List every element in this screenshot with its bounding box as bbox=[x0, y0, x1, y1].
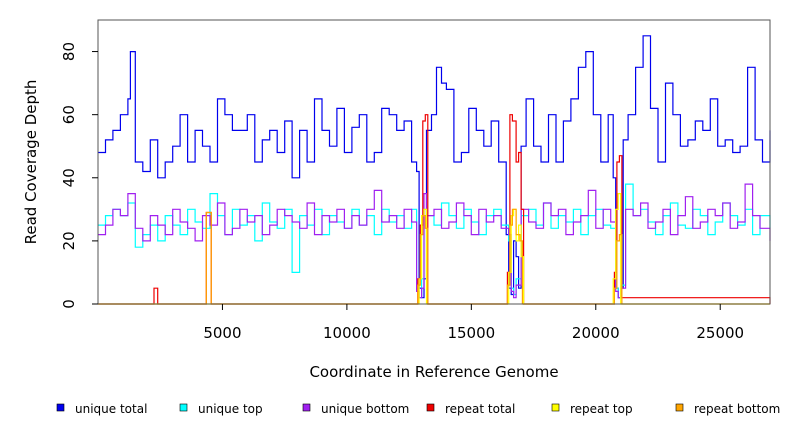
legend: unique total unique top unique bottom repea… bbox=[56, 402, 780, 416]
x-axis-ticks: 5000 10000 15000 20000 25000 bbox=[203, 304, 744, 342]
plot-frame bbox=[97, 19, 771, 305]
series-line-unique-total bbox=[98, 35, 771, 299]
series-line-unique-bottom bbox=[98, 183, 771, 299]
legend-item-unique-total: unique total bbox=[56, 402, 147, 416]
legend-item-repeat-top: repeat top bbox=[551, 402, 633, 416]
x-tick-label: 10000 bbox=[323, 324, 371, 342]
legend-item-repeat-total: repeat total bbox=[426, 402, 515, 416]
legend-swatch bbox=[302, 403, 311, 412]
legend-label: repeat top bbox=[570, 402, 633, 416]
y-tick-label: 60 bbox=[60, 105, 78, 124]
x-tick-label: 25000 bbox=[696, 324, 744, 342]
legend-item-unique-top: unique top bbox=[179, 402, 263, 416]
y-tick-label: 0 bbox=[60, 299, 78, 309]
legend-label: repeat bottom bbox=[694, 402, 780, 416]
legend-label: repeat total bbox=[445, 402, 515, 416]
x-tick-label: 15000 bbox=[447, 324, 495, 342]
y-axis-label: Read Coverage Depth bbox=[22, 80, 40, 245]
x-tick-label: 5000 bbox=[203, 324, 241, 342]
y-tick-label: 40 bbox=[60, 168, 78, 187]
x-tick-label: 20000 bbox=[572, 324, 620, 342]
series-layer bbox=[98, 35, 771, 305]
legend-swatch bbox=[426, 403, 435, 412]
y-tick-label: 80 bbox=[60, 42, 78, 61]
legend-swatch bbox=[675, 403, 684, 412]
legend-item-repeat-bottom: repeat bottom bbox=[675, 402, 780, 416]
y-axis-ticks: 0 20 40 60 80 bbox=[60, 42, 98, 309]
legend-label: unique top bbox=[198, 402, 263, 416]
y-tick-label: 20 bbox=[60, 231, 78, 250]
legend-label: unique bottom bbox=[321, 402, 409, 416]
legend-swatch bbox=[551, 403, 560, 412]
legend-item-unique-bottom: unique bottom bbox=[302, 402, 409, 416]
x-axis-label: Coordinate in Reference Genome bbox=[309, 363, 558, 381]
legend-swatch bbox=[179, 403, 188, 412]
legend-label: unique total bbox=[75, 402, 147, 416]
legend-swatch bbox=[56, 403, 65, 412]
